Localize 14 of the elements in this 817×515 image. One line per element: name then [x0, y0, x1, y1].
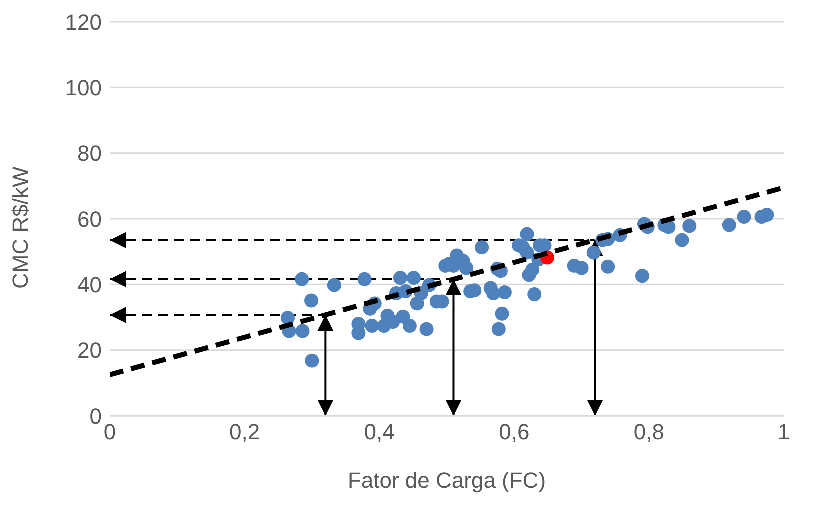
x-tick-label: 0,8: [634, 420, 664, 445]
y-tick-label: 20: [78, 338, 102, 364]
x-tick-label: 0,6: [499, 420, 530, 445]
x-axis-title: Fator de Carga (FC): [348, 468, 546, 493]
y-tick-label: 120: [65, 10, 102, 35]
x-tick-label: 0,2: [230, 420, 260, 445]
y-axis-title: CMC R$/kW: [8, 166, 33, 289]
y-tick-label: 0: [90, 404, 102, 429]
x-tick-label: 1: [778, 420, 790, 445]
y-tick-label: 40: [78, 272, 102, 298]
y-tick-label: 100: [65, 75, 102, 100]
y-tick-label: 60: [78, 206, 102, 232]
y-tick-label: 80: [78, 141, 102, 166]
x-tick-label: 0,4: [364, 420, 395, 445]
